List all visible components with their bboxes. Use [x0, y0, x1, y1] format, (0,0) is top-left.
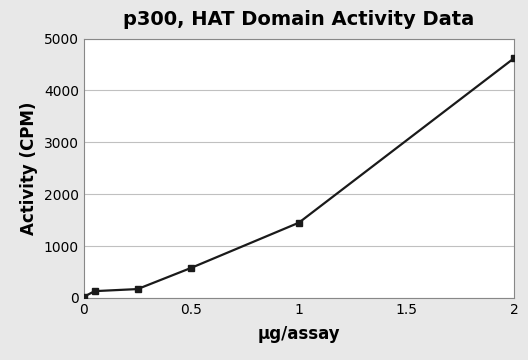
Y-axis label: Activity (CPM): Activity (CPM)	[20, 102, 39, 235]
X-axis label: μg/assay: μg/assay	[258, 325, 340, 343]
Title: p300, HAT Domain Activity Data: p300, HAT Domain Activity Data	[123, 10, 475, 29]
